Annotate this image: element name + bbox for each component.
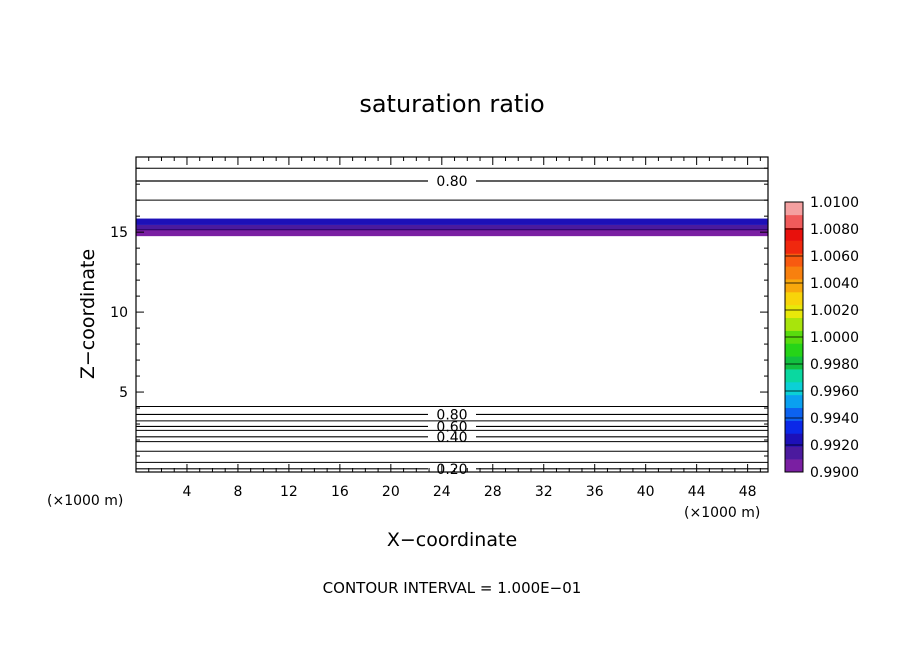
colorbar-label: 1.0000	[810, 330, 859, 346]
colorbar-label: 1.0060	[810, 249, 859, 265]
x-tick-label: 16	[331, 484, 349, 500]
colorbar-segment	[785, 266, 803, 280]
contour-label: 0.40	[436, 430, 467, 446]
colorbar-segment	[785, 317, 803, 331]
colorbar-segment	[785, 227, 803, 241]
colorbar-label: 1.0020	[810, 303, 859, 319]
x-tick-label: 20	[382, 484, 400, 500]
x-tick-label: 8	[233, 484, 242, 500]
colorbar-segment	[785, 369, 803, 383]
y-tick-label: 15	[110, 225, 128, 241]
contour-interval-footer: CONTOUR INTERVAL = 1.000E−01	[323, 579, 582, 597]
filled-band	[136, 224, 768, 230]
x-tick-label: 40	[637, 484, 655, 500]
colorbar-segment	[785, 253, 803, 267]
colorbar-label: 1.0040	[810, 276, 859, 292]
plot-frame	[135, 156, 769, 473]
colorbar-segment	[785, 202, 803, 216]
colorbar-segment	[785, 433, 803, 447]
x-tick-label: 44	[688, 484, 706, 500]
chart-title: saturation ratio	[359, 90, 544, 118]
colorbar-segment	[785, 214, 803, 229]
contour-label: 0.80	[436, 174, 467, 190]
colorbar-segment	[785, 356, 803, 370]
x-tick-label: 28	[484, 484, 502, 500]
colorbar-segment	[785, 382, 803, 396]
colorbar-label: 0.9960	[810, 384, 859, 400]
x-unit-right: (×1000 m)	[684, 505, 760, 521]
colorbar-label: 0.9940	[810, 411, 859, 427]
x-unit-left: (×1000 m)	[47, 493, 123, 509]
x-axis-title: X−coordinate	[387, 529, 517, 551]
colorbar-segment	[785, 459, 803, 473]
x-tick-label: 36	[586, 484, 604, 500]
colorbar-label: 0.9920	[810, 438, 859, 454]
colorbar-segment	[785, 420, 803, 434]
filled-band	[136, 218, 768, 225]
colorbar-segment	[785, 343, 803, 357]
colorbar-segment	[785, 446, 803, 460]
colorbar-label: 0.9980	[810, 357, 859, 373]
colorbar-segment	[785, 304, 803, 319]
colorbar-segment	[785, 279, 803, 293]
contour-label: 0.20	[436, 462, 467, 478]
y-tick-label: 10	[110, 305, 128, 321]
colorbar-segment	[785, 407, 803, 421]
x-tick-label: 32	[535, 484, 553, 500]
colorbar-segment	[785, 394, 803, 409]
colorbar-label: 0.9900	[810, 465, 859, 481]
filled-band	[136, 229, 768, 237]
x-tick-label: 48	[739, 484, 757, 500]
colorbar-segment	[785, 240, 803, 254]
colorbar-segment	[785, 292, 803, 306]
plot-area: 0.200.400.600.800.804 8 12 16 20 24 28 32 36 40 44…	[110, 156, 769, 500]
x-tick-label: 12	[280, 484, 298, 500]
colorbar-label: 1.0100	[810, 195, 859, 211]
colorbar-label: 1.0080	[810, 222, 859, 238]
contour-label: 0.60	[436, 419, 467, 435]
y-axis-title: Z−coordinate	[77, 249, 99, 379]
y-tick-label: 5	[119, 385, 128, 401]
contour-label: 0.80	[436, 407, 467, 423]
colorbar: 1.0100 1.0080 1.0060 1.0040 1.0020 1.0000 0.99…	[784, 195, 859, 481]
x-tick-label: 4	[183, 484, 192, 500]
x-tick-label: 24	[433, 484, 451, 500]
